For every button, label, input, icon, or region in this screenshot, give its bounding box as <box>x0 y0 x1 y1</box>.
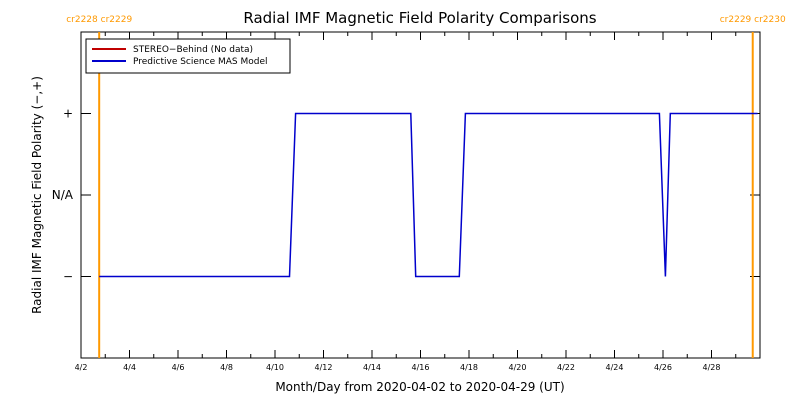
carrington-marker-label: cr2229 cr2230 <box>720 15 786 25</box>
chart-title: Radial IMF Magnetic Field Polarity Compa… <box>243 9 596 27</box>
legend-entry-label: Predictive Science MAS Model <box>133 57 268 67</box>
carrington-marker-label: cr2228 cr2229 <box>66 15 132 25</box>
plot-frame <box>80 31 761 359</box>
y-axis-label: Radial IMF Magnetic Field Polarity (−,+) <box>30 76 44 314</box>
x-tick-label: 4/2 <box>75 363 88 372</box>
y-tick-label: − <box>63 270 73 284</box>
legend-entry-label: STEREO−Behind (No data) <box>133 45 253 55</box>
x-tick-label: 4/8 <box>220 363 233 372</box>
y-tick-label: + <box>63 107 73 121</box>
y-tick-label: N/A <box>52 188 74 202</box>
x-tick-label: 4/22 <box>557 363 575 372</box>
x-tick-label: 4/20 <box>509 363 527 372</box>
x-axis-label: Month/Day from 2020-04-02 to 2020-04-29 … <box>275 380 564 394</box>
x-tick-label: 4/14 <box>363 363 381 372</box>
x-tick-label: 4/16 <box>412 363 430 372</box>
x-tick-label: 4/18 <box>460 363 478 372</box>
plot-area: 4/2 4/4 4/6 4/8 4/10 4/12 4/14 4/16 4/18 4/20 4/22… <box>52 15 786 372</box>
series-line <box>99 112 758 278</box>
x-tick-label: 4/4 <box>123 363 136 372</box>
x-tick-label: 4/24 <box>606 363 624 372</box>
x-tick-label: 4/12 <box>315 363 333 372</box>
x-tick-label: 4/6 <box>172 363 185 372</box>
x-tick-label: 4/28 <box>703 363 721 372</box>
legend-box <box>85 38 291 74</box>
legend: STEREO−Behind (No data) Predictive Scienc… <box>85 38 291 74</box>
x-tick-label: 4/10 <box>266 363 284 372</box>
x-tick-label: 4/26 <box>654 363 672 372</box>
